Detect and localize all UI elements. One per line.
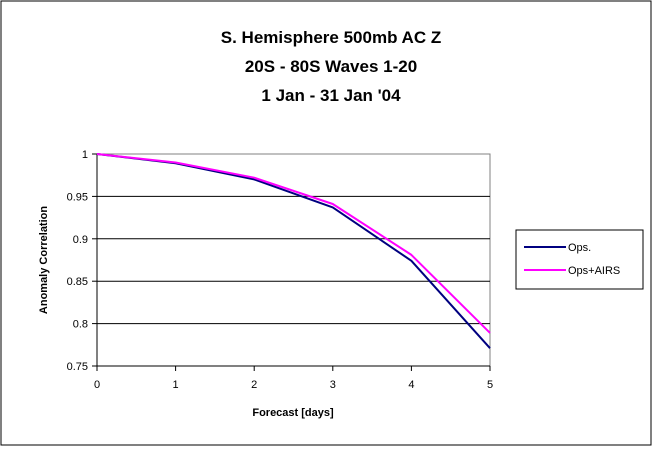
y-tick-label: 0.75 xyxy=(67,361,88,373)
y-tick-label: 0.8 xyxy=(73,319,88,331)
x-axis-title: Forecast [days] xyxy=(252,407,334,419)
x-tick-label: 2 xyxy=(251,379,257,391)
x-axis-ticks: 0 1 2 3 4 5 xyxy=(94,365,493,391)
plot-area xyxy=(96,153,491,367)
legend-box xyxy=(515,229,644,290)
legend-label-ops: Ops. xyxy=(568,242,591,254)
legend-entries: Ops. Ops+AIRS xyxy=(524,242,620,277)
y-tick-label: 0.85 xyxy=(67,276,88,288)
series-lines xyxy=(96,153,491,349)
chart-title-line-2: 20S - 80S Waves 1-20 xyxy=(245,57,417,76)
chart-title-line-1: S. Hemisphere 500mb AC Z xyxy=(221,28,441,47)
y-tick-label: 1 xyxy=(82,149,88,161)
x-tick-label: 5 xyxy=(487,379,493,391)
y-axis-title: Anomaly Correlation xyxy=(38,206,50,314)
gridlines xyxy=(97,195,490,325)
y-tick-label: 0.95 xyxy=(67,191,88,203)
x-tick-label: 3 xyxy=(330,379,336,391)
legend-label-ops-airs: Ops+AIRS xyxy=(568,265,620,277)
legend: Ops. Ops+AIRS xyxy=(515,229,644,290)
chart-title-line-3: 1 Jan - 31 Jan '04 xyxy=(261,86,401,105)
x-tick-label: 0 xyxy=(94,379,100,391)
series-line-ops-airs xyxy=(96,153,491,334)
y-tick-label: 0.9 xyxy=(73,234,88,246)
x-tick-label: 1 xyxy=(173,379,179,391)
x-tick-label: 4 xyxy=(408,379,414,391)
y-axis-ticks: 0.75 0.8 0.85 0.9 0.95 1 xyxy=(67,149,98,373)
